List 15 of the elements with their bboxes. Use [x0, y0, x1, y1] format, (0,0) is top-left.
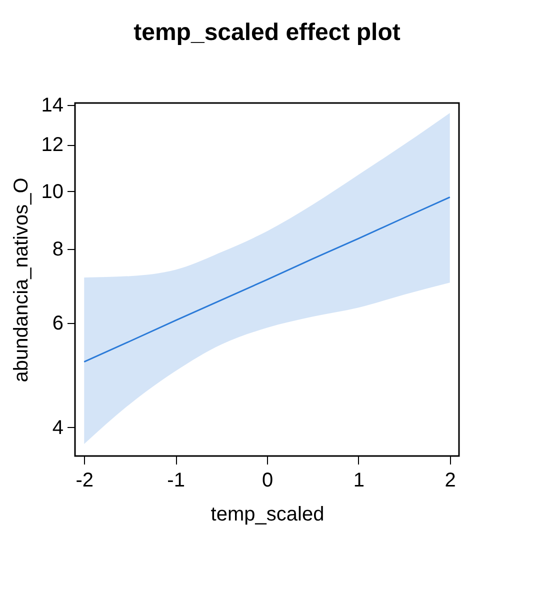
x-tick-label: 0: [262, 470, 274, 492]
x-tick-label: -1: [167, 470, 185, 492]
chart-title: temp_scaled effect plot: [134, 18, 400, 46]
y-tick-label: 4: [52, 416, 64, 439]
line-series: [83, 196, 451, 363]
y-tick-label: 12: [41, 134, 64, 156]
x-tick-label: 1: [353, 470, 364, 492]
y-tick-label: 14: [41, 94, 64, 116]
x-axis-title: temp_scaled: [210, 504, 324, 526]
x-tick-label: 2: [444, 470, 456, 492]
y-tick-label: 6: [52, 312, 64, 335]
y-tick-label: 10: [41, 180, 64, 203]
y-tick-label: 8: [52, 238, 64, 260]
x-tick-label: -2: [76, 470, 94, 492]
y-axis-title: abundancia_nativos_O: [10, 178, 32, 382]
